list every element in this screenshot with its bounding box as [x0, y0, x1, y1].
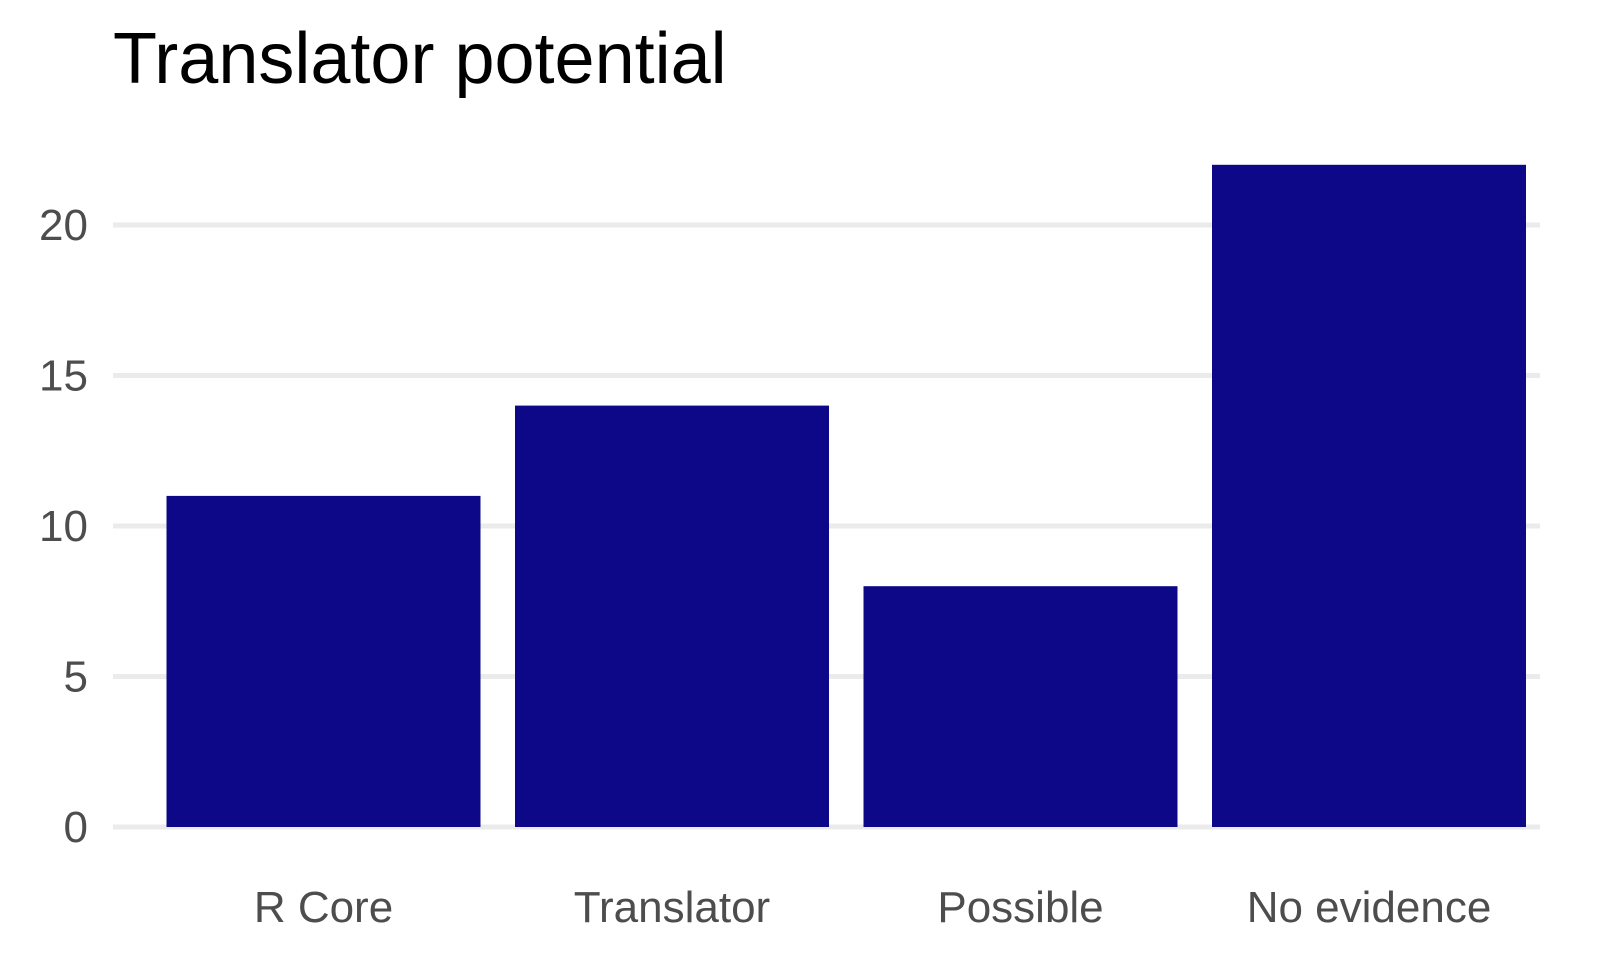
x-tick-label: No evidence [1247, 883, 1492, 932]
y-axis-ticks: 0 5 10 15 20 [39, 201, 88, 852]
y-tick-label: 0 [64, 803, 88, 852]
bar-translator [515, 405, 829, 827]
bar-layer [166, 164, 1526, 828]
x-axis-ticks: R Core Translator Possible No evidence [254, 883, 1491, 932]
y-tick-label: 10 [39, 502, 88, 551]
x-tick-label: Translator [574, 883, 770, 932]
bar-possible [863, 586, 1178, 827]
bar-r-core [166, 495, 481, 827]
x-tick-label: R Core [254, 883, 393, 932]
chart-title: Translator potential [113, 19, 727, 99]
y-tick-label: 5 [64, 653, 88, 702]
x-tick-label: Possible [937, 883, 1103, 932]
bar-no-evidence [1212, 164, 1526, 828]
y-tick-label: 20 [39, 201, 88, 250]
y-tick-label: 15 [39, 352, 88, 401]
